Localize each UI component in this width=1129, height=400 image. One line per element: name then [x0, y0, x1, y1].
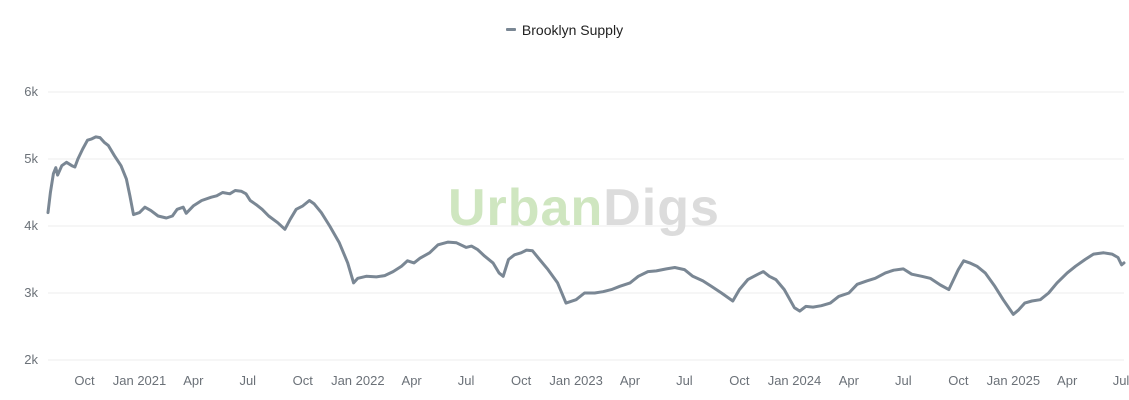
y-tick-label: 2k: [24, 352, 38, 367]
x-tick-label: Apr: [620, 373, 641, 388]
x-tick-label: Oct: [729, 373, 750, 388]
x-axis-ticks: Oct Jan 2021 Apr Jul Oct Jan 2022 Apr Jul Oct Jan…: [74, 373, 1129, 388]
x-tick-label: Jul: [895, 373, 912, 388]
x-tick-label: Oct: [74, 373, 95, 388]
x-tick-label: Apr: [1057, 373, 1078, 388]
x-tick-label: Jan 2025: [987, 373, 1041, 388]
watermark-part-digs: Digs: [603, 179, 720, 237]
y-tick-label: 5k: [24, 151, 38, 166]
x-tick-label: Apr: [839, 373, 860, 388]
line-swatch-icon: [505, 28, 516, 31]
x-tick-label: Jul: [676, 373, 693, 388]
chart-legend: Brooklyn Supply: [0, 18, 1129, 38]
legend-label: Brooklyn Supply: [521, 21, 624, 38]
x-tick-label: Jan 2023: [549, 373, 603, 388]
y-tick-label: 6k: [24, 84, 38, 99]
legend-item-brooklyn-supply[interactable]: Brooklyn Supply: [505, 21, 624, 38]
y-axis-ticks: 2k 3k 4k 5k 6k: [24, 84, 38, 367]
x-tick-label: Jan 2024: [768, 373, 822, 388]
x-tick-label: Apr: [183, 373, 204, 388]
x-tick-label: Jan 2022: [331, 373, 385, 388]
series-line-brooklyn-supply[interactable]: [46, 135, 1126, 316]
watermark-part-urban: Urban: [448, 179, 604, 237]
y-tick-label: 4k: [24, 218, 38, 233]
x-tick-label: Oct: [293, 373, 314, 388]
urbandigs-watermark-logo: UrbanDigs: [448, 178, 720, 238]
x-tick-label: Jul: [1113, 373, 1129, 388]
x-tick-label: Oct: [511, 373, 532, 388]
grid-lines: [48, 91, 1124, 361]
x-tick-label: Oct: [948, 373, 969, 388]
y-tick-label: 3k: [24, 285, 38, 300]
x-tick-label: Jan 2021: [113, 373, 167, 388]
x-tick-label: Apr: [402, 373, 423, 388]
x-tick-label: Jul: [458, 373, 475, 388]
x-tick-label: Jul: [239, 373, 256, 388]
